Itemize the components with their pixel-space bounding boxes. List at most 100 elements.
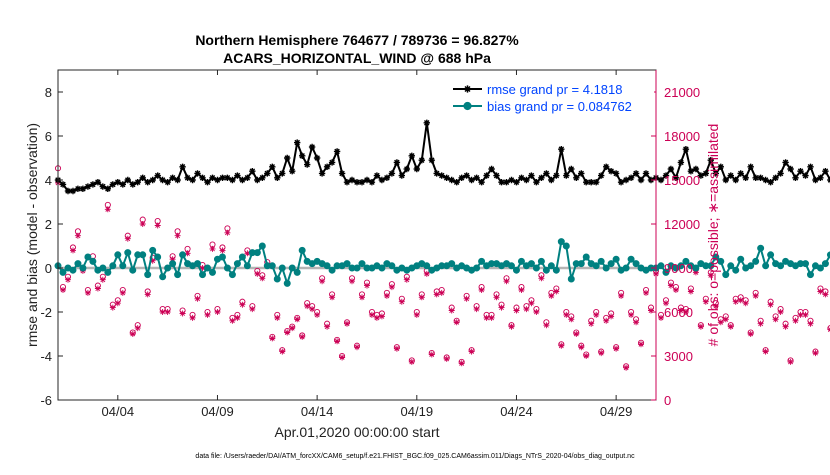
rmse-point xyxy=(627,174,635,181)
rmse-point xyxy=(543,170,550,177)
obs-assimilated-point xyxy=(234,314,241,321)
bias-point xyxy=(104,268,112,276)
obs-assimilated-point xyxy=(244,250,251,257)
rmse-point xyxy=(323,163,331,170)
obs-assimilated-point xyxy=(702,298,709,305)
obs-assimilated-point xyxy=(573,331,580,337)
y-tick-label-left: -4 xyxy=(40,349,52,364)
rmse-point xyxy=(289,168,296,175)
bias-point xyxy=(717,257,725,265)
obs-assimilated-point xyxy=(349,278,355,285)
obs-assimilated-point xyxy=(448,307,455,314)
obs-assimilated-point xyxy=(109,304,116,311)
rmse-point xyxy=(363,176,371,184)
bias-point xyxy=(767,251,775,259)
bias-point xyxy=(154,253,162,261)
rmse-point xyxy=(458,174,465,181)
rmse-point xyxy=(598,172,605,179)
rmse-point xyxy=(742,174,749,181)
bias-point xyxy=(448,260,456,268)
rmse-point xyxy=(722,176,729,184)
obs-assimilated-point xyxy=(672,287,679,293)
obs-assimilated-point xyxy=(428,351,435,358)
obs-assimilated-point xyxy=(692,269,699,276)
rmse-point xyxy=(588,179,595,186)
obs-assimilated-point xyxy=(598,350,605,357)
rmse-point xyxy=(224,174,231,181)
obs-assimilated-point xyxy=(224,229,231,236)
obs-assimilated-point xyxy=(299,333,306,340)
rmse-point xyxy=(144,179,151,186)
obs-assimilated-point xyxy=(149,257,156,264)
bias-point xyxy=(423,262,431,270)
bias-point xyxy=(597,257,605,265)
obs-assimilated-point xyxy=(548,292,555,299)
bias-point xyxy=(542,266,550,274)
rmse-point xyxy=(568,165,575,173)
rmse-point xyxy=(159,176,166,184)
rmse-point xyxy=(503,179,510,186)
obs-assimilated-point xyxy=(418,294,425,301)
rmse-point xyxy=(413,165,420,173)
obs-assimilated-point xyxy=(364,282,370,289)
rmse-point xyxy=(398,172,405,179)
bias-point xyxy=(228,271,236,279)
obs-assimilated-point xyxy=(249,306,256,313)
rmse-point xyxy=(284,154,291,162)
legend-bias-marker xyxy=(463,101,472,111)
bias-point xyxy=(243,262,251,270)
legend-box xyxy=(449,78,654,118)
y-axis-label-right: # of obs: o=possible; ∗=assimilated xyxy=(705,124,721,347)
rmse-point xyxy=(64,187,72,195)
obs-assimilated-point xyxy=(229,317,236,324)
y-tick-label-left: -6 xyxy=(40,393,52,408)
rmse-point xyxy=(244,174,251,181)
footer-data-file: data file: /Users/raeder/DAI/ATM_forcXX/… xyxy=(195,453,635,460)
obs-assimilated-point xyxy=(289,325,296,332)
bias-point xyxy=(69,266,77,274)
obs-assimilated-point xyxy=(513,307,520,314)
rmse-point xyxy=(777,170,784,177)
rmse-point xyxy=(702,170,709,177)
obs-assimilated-point xyxy=(324,323,331,330)
rmse-point xyxy=(657,176,665,184)
rmse-point xyxy=(179,163,186,170)
rmse-point xyxy=(94,179,102,186)
rmse-point xyxy=(423,119,430,126)
rmse-point xyxy=(418,157,425,164)
bias-series-group xyxy=(54,238,830,287)
obs-assimilated-point xyxy=(204,311,211,318)
rmse-point xyxy=(199,174,206,181)
bias-point xyxy=(253,249,261,257)
bias-point xyxy=(557,238,565,246)
obs-assimilated-point xyxy=(104,206,111,213)
rmse-point xyxy=(343,179,351,186)
bias-point xyxy=(79,264,87,272)
rmse-point xyxy=(553,172,560,179)
obs-assimilated-point xyxy=(772,316,779,323)
bias-point xyxy=(159,273,167,281)
bias-point xyxy=(537,257,545,265)
bias-point xyxy=(722,271,730,279)
plot-frame xyxy=(57,69,657,401)
bias-point xyxy=(622,264,630,272)
rmse-point xyxy=(169,174,176,181)
rmse-point xyxy=(154,172,161,179)
rmse-point xyxy=(214,176,221,184)
bias-point xyxy=(732,266,740,274)
rmse-point xyxy=(812,176,819,184)
bias-point xyxy=(577,260,585,268)
bias-point xyxy=(109,262,117,270)
bias-point xyxy=(821,260,829,268)
rmse-point xyxy=(782,159,789,166)
rmse-point xyxy=(84,183,92,190)
axes-group: 04/04 04/09 04/14 04/19 04/24 04/29 -6 -4 -2 0 2 4 6… xyxy=(40,70,700,419)
rmse-point xyxy=(797,168,804,175)
rmse-point xyxy=(687,168,695,175)
rmse-point xyxy=(767,179,774,186)
rmse-series-group xyxy=(54,119,830,195)
legend: rmse grand pr = 4.1818 bias grand pr = 0… xyxy=(449,78,654,118)
obs-assimilated-point xyxy=(682,309,689,315)
obs-assimilated-point xyxy=(139,221,146,227)
obs-assimilated-point xyxy=(667,282,674,289)
